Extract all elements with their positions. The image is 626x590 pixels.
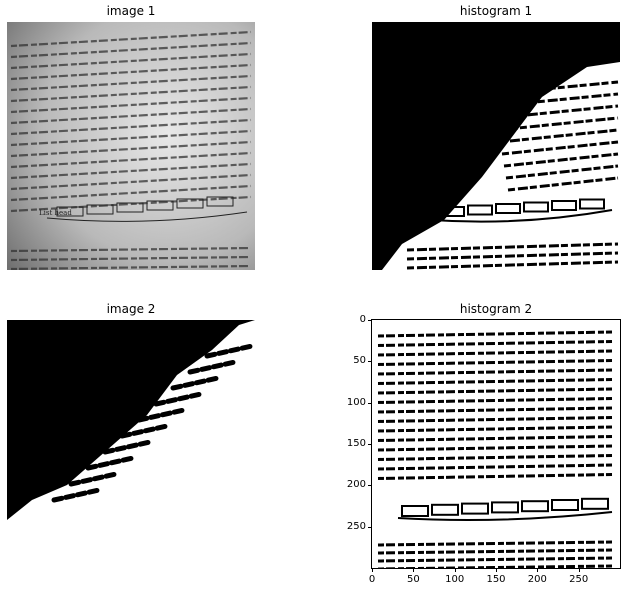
y-tick-label: 0 xyxy=(340,314,366,325)
text-line xyxy=(378,418,612,422)
x-tick-label: 250 xyxy=(569,574,589,585)
text-line xyxy=(378,361,612,365)
text-line xyxy=(378,550,612,553)
x-tick-mark xyxy=(496,568,497,572)
text-line xyxy=(378,446,612,450)
mask-speck xyxy=(19,564,25,567)
mask-speck xyxy=(62,538,68,541)
list-node xyxy=(462,504,488,514)
histogram-2-plot-area xyxy=(372,320,620,568)
text-line xyxy=(378,456,612,460)
y-tick-label: 200 xyxy=(340,479,366,490)
histogram-1-image xyxy=(372,22,620,270)
y-tick-mark xyxy=(368,320,372,321)
text-line xyxy=(378,342,612,346)
text-line xyxy=(378,332,612,336)
text-line xyxy=(378,408,612,412)
y-tick-label: 100 xyxy=(340,397,366,408)
text-line xyxy=(378,351,612,355)
x-tick-label: 100 xyxy=(445,574,465,585)
list-node xyxy=(582,499,608,509)
text-line xyxy=(378,380,612,384)
image-2-panel xyxy=(7,320,255,568)
panel-title-image-2: image 2 xyxy=(7,302,255,316)
panel-title-image-1: image 1 xyxy=(7,4,255,18)
x-tick-label: 150 xyxy=(486,574,506,585)
mask-speck xyxy=(52,563,58,566)
text-line xyxy=(378,427,612,431)
y-tick-mark xyxy=(368,403,372,404)
list-node xyxy=(552,500,578,510)
image-1-panel: List head xyxy=(7,22,255,270)
mask-speck xyxy=(37,542,43,545)
x-tick-mark xyxy=(537,568,538,572)
list-node xyxy=(432,505,458,515)
list-node xyxy=(522,501,548,511)
y-tick-label: 250 xyxy=(340,521,366,532)
x-tick-mark xyxy=(413,568,414,572)
mask-speck xyxy=(77,552,83,555)
list-node xyxy=(492,502,518,512)
mask-speck xyxy=(19,552,25,555)
x-tick-label: 200 xyxy=(527,574,547,585)
list-head-label: List head xyxy=(39,209,72,217)
image-2-mask xyxy=(7,320,255,568)
panel-title-histogram-1: histogram 1 xyxy=(372,4,620,18)
mask-speck xyxy=(117,550,123,553)
panel-title-histogram-2: histogram 2 xyxy=(372,302,620,316)
y-tick-mark xyxy=(368,485,372,486)
text-line xyxy=(378,558,612,561)
text-line xyxy=(378,399,612,403)
x-tick-mark xyxy=(372,568,373,572)
list-node xyxy=(402,506,428,516)
y-tick-mark xyxy=(368,527,372,528)
histogram-2-image xyxy=(372,320,620,568)
text-line xyxy=(378,475,612,479)
text-line xyxy=(378,437,612,441)
text-line xyxy=(378,465,612,469)
x-tick-mark xyxy=(455,568,456,572)
y-tick-label: 50 xyxy=(340,355,366,366)
mask-speck xyxy=(47,556,53,559)
text-line xyxy=(378,389,612,393)
x-tick-mark xyxy=(579,568,580,572)
image-1-photo: List head xyxy=(7,22,255,270)
x-tick-label: 0 xyxy=(362,574,382,585)
histogram-1-panel xyxy=(372,22,620,270)
text-line xyxy=(378,542,612,545)
mask-speck xyxy=(17,540,23,543)
y-tick-label: 150 xyxy=(340,438,366,449)
y-tick-mark xyxy=(368,444,372,445)
x-tick-label: 50 xyxy=(403,574,423,585)
y-tick-mark xyxy=(368,361,372,362)
text-line xyxy=(378,370,612,374)
